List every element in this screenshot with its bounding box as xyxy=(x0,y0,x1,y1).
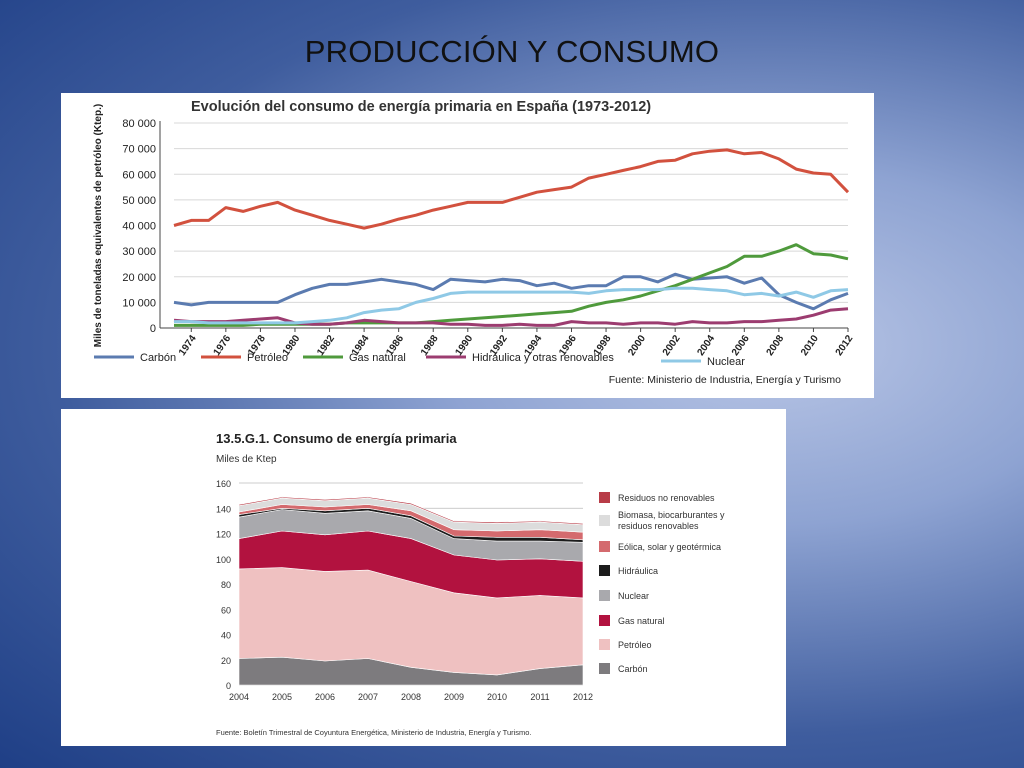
legend-label: Carbón xyxy=(618,664,648,674)
x-tick-label: 2008 xyxy=(765,333,787,358)
legend-label: Hidráulica xyxy=(618,566,658,576)
x-tick-label: 2002 xyxy=(661,333,683,358)
legend-swatch xyxy=(599,565,610,576)
y-tick-label: 50 000 xyxy=(122,195,156,207)
legend-swatch xyxy=(599,639,610,650)
series-line xyxy=(173,148,850,230)
legend-label: Carbón xyxy=(140,352,176,364)
area-chart: 13.5.G.1. Consumo de energía primaria Mil… xyxy=(216,431,725,737)
chart-source: Fuente: Ministerio de Industria, Energía… xyxy=(609,374,841,386)
legend-label: residuos renovables xyxy=(618,521,699,531)
y-axis-label: Miles de toneladas equivalentes de petró… xyxy=(93,104,104,347)
legend-swatch xyxy=(599,492,610,503)
x-tick-label: 2008 xyxy=(401,692,421,702)
legend-label: Gas natural xyxy=(349,352,406,364)
series-line xyxy=(173,307,849,327)
legend-label: Residuos no renovables xyxy=(618,493,715,503)
y-tick-label: 140 xyxy=(216,504,231,514)
y-tick-label: 0 xyxy=(150,323,156,335)
y-tick-label: 120 xyxy=(216,530,231,540)
legend-swatch xyxy=(599,515,610,526)
y-tick-label: 160 xyxy=(216,479,231,489)
legend-swatch xyxy=(599,541,610,552)
legend-swatch xyxy=(599,590,610,601)
x-tick-label: 2012 xyxy=(834,333,856,358)
x-tick-label: 1988 xyxy=(419,333,441,358)
x-tick-label: 2000 xyxy=(626,333,648,358)
x-tick-label: 2011 xyxy=(530,692,549,702)
y-tick-label: 60 000 xyxy=(122,169,156,181)
legend-label: Eólica, solar y geotérmica xyxy=(618,542,721,552)
legend-label: Nuclear xyxy=(618,591,649,601)
x-tick-label: 2004 xyxy=(229,692,249,702)
y-tick-label: 20 000 xyxy=(122,272,156,284)
y-tick-label: 70 000 xyxy=(122,144,156,156)
legend-label: Petróleo xyxy=(247,352,288,364)
y-tick-label: 0 xyxy=(226,681,231,691)
x-tick-label: 1982 xyxy=(315,333,337,358)
series-line xyxy=(174,286,849,325)
legend-label: Biomasa, biocarburantes y xyxy=(618,510,725,520)
x-tick-label: 2006 xyxy=(315,692,335,702)
x-tick-label: 2006 xyxy=(730,333,752,358)
y-tick-label: 60 xyxy=(221,605,231,615)
y-tick-label: 100 xyxy=(216,555,231,565)
series-line xyxy=(174,243,849,327)
x-tick-label: 2007 xyxy=(358,692,378,702)
x-tick-label: 2004 xyxy=(695,333,717,358)
x-tick-label: 2012 xyxy=(573,692,593,702)
y-tick-label: 10 000 xyxy=(122,297,156,309)
chart-source: Fuente: Boletín Trimestral de Coyuntura … xyxy=(216,728,532,737)
legend-swatch xyxy=(599,615,610,626)
y-tick-label: 40 xyxy=(221,631,231,641)
x-tick-label: 2005 xyxy=(272,692,292,702)
x-tick-label: 2009 xyxy=(444,692,464,702)
legend-label: Gas natural xyxy=(618,616,665,626)
series-line xyxy=(173,272,849,311)
line-chart-panel: Evolución del consumo de energía primari… xyxy=(61,93,874,398)
chart-title: Evolución del consumo de energía primari… xyxy=(191,99,651,115)
y-tick-label: 80 000 xyxy=(122,118,156,130)
legend-label: Petróleo xyxy=(618,640,652,650)
y-tick-label: 40 000 xyxy=(122,221,156,233)
y-tick-label: 80 xyxy=(221,580,231,590)
x-tick-label: 2010 xyxy=(487,692,507,702)
legend-label: Nuclear xyxy=(707,356,745,368)
chart-title: 13.5.G.1. Consumo de energía primaria xyxy=(216,431,457,446)
area-layer xyxy=(238,496,584,526)
x-tick-label: 1974 xyxy=(177,333,199,358)
x-tick-label: 1976 xyxy=(212,333,234,358)
line-chart: Evolución del consumo de energía primari… xyxy=(93,99,856,386)
x-tick-label: 2010 xyxy=(799,333,821,358)
y-tick-label: 20 xyxy=(221,656,231,666)
y-tick-label: 30 000 xyxy=(122,246,156,258)
slide-title: PRODUCCIÓN Y CONSUMO xyxy=(304,34,720,69)
legend-label: Hidráulica y otras renovables xyxy=(472,352,614,364)
area-chart-panel: 13.5.G.1. Consumo de energía primaria Mil… xyxy=(61,409,786,746)
y-axis-label: Miles de Ktep xyxy=(216,454,277,465)
legend-swatch xyxy=(599,663,610,674)
